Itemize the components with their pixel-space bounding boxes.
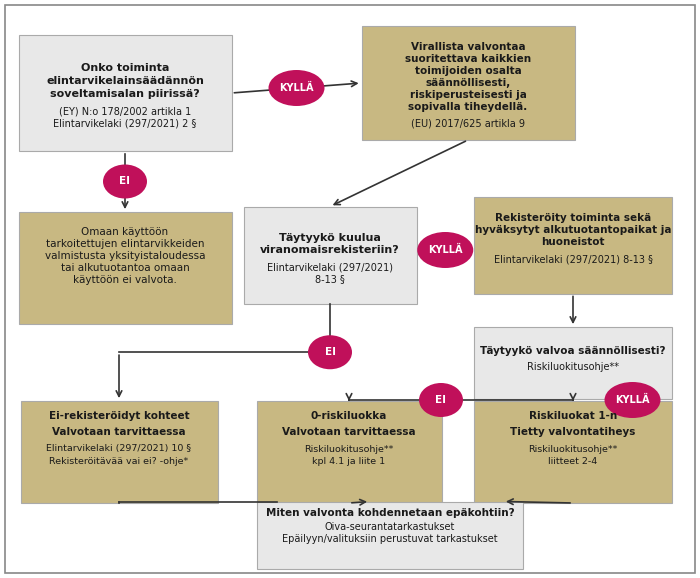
Text: Tietty valvontatiheys: Tietty valvontatiheys (510, 427, 636, 437)
Bar (18, 212, 232, 324)
Text: Elintarvikelaki (297/2021) 8-13 §: Elintarvikelaki (297/2021) 8-13 § (494, 254, 652, 264)
Text: Rekisteröitävää vai ei? -ohje*: Rekisteröitävää vai ei? -ohje* (50, 457, 188, 465)
Ellipse shape (103, 165, 147, 198)
Text: KYLLÄ: KYLLÄ (615, 395, 650, 405)
Text: Rekisteröity toiminta sekä: Rekisteröity toiminta sekä (495, 213, 651, 223)
Ellipse shape (269, 70, 325, 106)
Text: soveltamisalan piirissä?: soveltamisalan piirissä? (50, 89, 200, 99)
Bar (474, 197, 672, 294)
Text: Valvotaan tarvittaessa: Valvotaan tarvittaessa (282, 427, 416, 437)
Text: EI: EI (325, 347, 335, 357)
Text: EI: EI (435, 395, 447, 405)
Text: liitteet 2-4: liitteet 2-4 (548, 457, 598, 465)
Bar (244, 206, 416, 303)
Text: hyväksytyt alkutuotantopaikat ja: hyväksytyt alkutuotantopaikat ja (475, 225, 671, 235)
Text: huoneistot: huoneistot (541, 237, 605, 247)
Text: Elintarvikelaki (297/2021) 10 §: Elintarvikelaki (297/2021) 10 § (46, 444, 192, 454)
Ellipse shape (417, 232, 473, 268)
Bar (361, 26, 575, 140)
Text: KYLLÄ: KYLLÄ (428, 245, 463, 255)
Ellipse shape (419, 383, 463, 417)
Text: kpl 4.1 ja liite 1: kpl 4.1 ja liite 1 (312, 457, 386, 465)
Text: Miten valvonta kohdennetaan epäkohtiin?: Miten valvonta kohdennetaan epäkohtiin? (266, 508, 514, 518)
Text: (EU) 2017/625 artikla 9: (EU) 2017/625 artikla 9 (411, 118, 525, 128)
Text: viranomaisrekisteriin?: viranomaisrekisteriin? (260, 245, 400, 255)
Bar (474, 327, 672, 399)
Text: valmistusta yksityistaloudessa: valmistusta yksityistaloudessa (45, 251, 205, 261)
Text: Riskiluokitusohje**: Riskiluokitusohje** (527, 362, 619, 372)
Text: (EY) N:o 178/2002 artikla 1: (EY) N:o 178/2002 artikla 1 (59, 106, 191, 116)
Text: suoritettava kaikkien: suoritettava kaikkien (405, 54, 531, 64)
Text: Onko toiminta: Onko toiminta (80, 63, 169, 73)
Bar (474, 401, 672, 503)
Text: tai alkutuotantoa omaan: tai alkutuotantoa omaan (61, 263, 190, 273)
Ellipse shape (605, 382, 661, 418)
Bar (20, 401, 218, 503)
Text: käyttöön ei valvota.: käyttöön ei valvota. (73, 275, 177, 285)
Text: Riskiluokitusohje**: Riskiluokitusohje** (528, 444, 617, 454)
Text: Riskiluokitusohje**: Riskiluokitusohje** (304, 444, 393, 454)
Text: Täytyykö valvoa säännöllisesti?: Täytyykö valvoa säännöllisesti? (480, 346, 666, 356)
Text: Epäilyyn/valituksiin perustuvat tarkastukset: Epäilyyn/valituksiin perustuvat tarkastu… (282, 534, 498, 544)
Text: Elintarvikelaki (297/2021) 2 §: Elintarvikelaki (297/2021) 2 § (53, 118, 197, 128)
Text: Riskiluokat 1-n: Riskiluokat 1-n (529, 411, 617, 421)
Text: Täytyykö kuulua: Täytyykö kuulua (279, 233, 381, 243)
Text: sopivalla tiheydellä.: sopivalla tiheydellä. (408, 102, 528, 112)
Text: Virallista valvontaa: Virallista valvontaa (411, 42, 525, 52)
Bar (256, 401, 442, 503)
Text: riskiperusteisesti ja: riskiperusteisesti ja (410, 90, 526, 100)
Text: Oiva-seurantatarkastukset: Oiva-seurantatarkastukset (325, 522, 455, 532)
Text: säännöllisesti,: säännöllisesti, (426, 78, 510, 88)
Text: EI: EI (120, 176, 130, 187)
Text: toimijoiden osalta: toimijoiden osalta (414, 66, 522, 76)
Text: KYLLÄ: KYLLÄ (279, 83, 314, 93)
Text: Elintarvikelaki (297/2021): Elintarvikelaki (297/2021) (267, 262, 393, 272)
Text: tarkoitettujen elintarvikkeiden: tarkoitettujen elintarvikkeiden (46, 239, 204, 249)
Text: Omaan käyttöön: Omaan käyttöön (81, 227, 169, 237)
Ellipse shape (308, 335, 352, 369)
Bar (18, 35, 232, 151)
Bar (257, 502, 523, 569)
Text: elintarvikelainsäädännön: elintarvikelainsäädännön (46, 76, 204, 86)
Text: Valvotaan tarvittaessa: Valvotaan tarvittaessa (52, 427, 186, 437)
Text: 0-riskiluokka: 0-riskiluokka (311, 411, 387, 421)
Text: 8-13 §: 8-13 § (315, 274, 345, 284)
Text: Ei-rekisteröidyt kohteet: Ei-rekisteröidyt kohteet (49, 411, 189, 421)
